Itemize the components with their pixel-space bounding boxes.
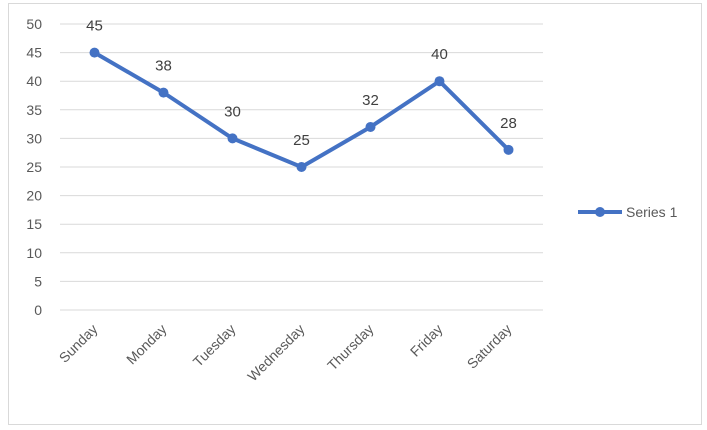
y-tick-label: 50 — [26, 16, 42, 32]
data-point — [503, 144, 514, 155]
y-tick-label: 35 — [26, 102, 42, 118]
y-axis-ticks: 0 5 10 15 20 25 30 35 40 45 50 — [26, 16, 42, 318]
y-tick-label: 30 — [26, 130, 42, 146]
data-point — [365, 121, 376, 132]
data-point — [89, 47, 100, 58]
x-tick-label: Thursday — [324, 321, 377, 374]
series-layer — [89, 47, 514, 172]
x-tick-label: Saturday — [464, 321, 515, 372]
legend-label: Series 1 — [626, 204, 678, 220]
data-label: 25 — [293, 132, 310, 149]
x-tick-label: Wednesday — [244, 321, 307, 384]
x-tick-label: Monday — [123, 321, 170, 368]
legend-marker-point — [595, 207, 605, 217]
data-label: 40 — [431, 46, 448, 63]
y-tick-label: 15 — [26, 216, 42, 232]
y-tick-label: 40 — [26, 73, 42, 89]
data-label: 28 — [500, 115, 517, 132]
y-tick-label: 5 — [34, 273, 42, 289]
y-tick-label: 10 — [26, 245, 42, 261]
data-label: 38 — [155, 58, 172, 75]
x-tick-label: Friday — [407, 321, 446, 360]
data-point — [158, 87, 169, 98]
y-tick-label: 45 — [26, 45, 42, 61]
data-point — [296, 162, 307, 172]
y-tick-label: 25 — [26, 159, 42, 175]
data-label: 30 — [224, 103, 241, 120]
legend: Series 1 — [578, 204, 678, 220]
x-tick-label: Tuesday — [190, 321, 239, 370]
data-label: 32 — [362, 92, 379, 109]
x-axis-ticks: Sunday Monday Tuesday Wednesday Thursday Frid… — [56, 321, 515, 384]
data-point — [434, 76, 445, 87]
data-point — [227, 133, 238, 144]
y-tick-label: 0 — [34, 302, 42, 318]
x-tick-label: Sunday — [56, 321, 101, 366]
y-tick-label: 20 — [26, 188, 42, 204]
data-label: 45 — [86, 18, 103, 35]
data-labels: 45 38 30 25 32 40 28 — [86, 18, 517, 149]
